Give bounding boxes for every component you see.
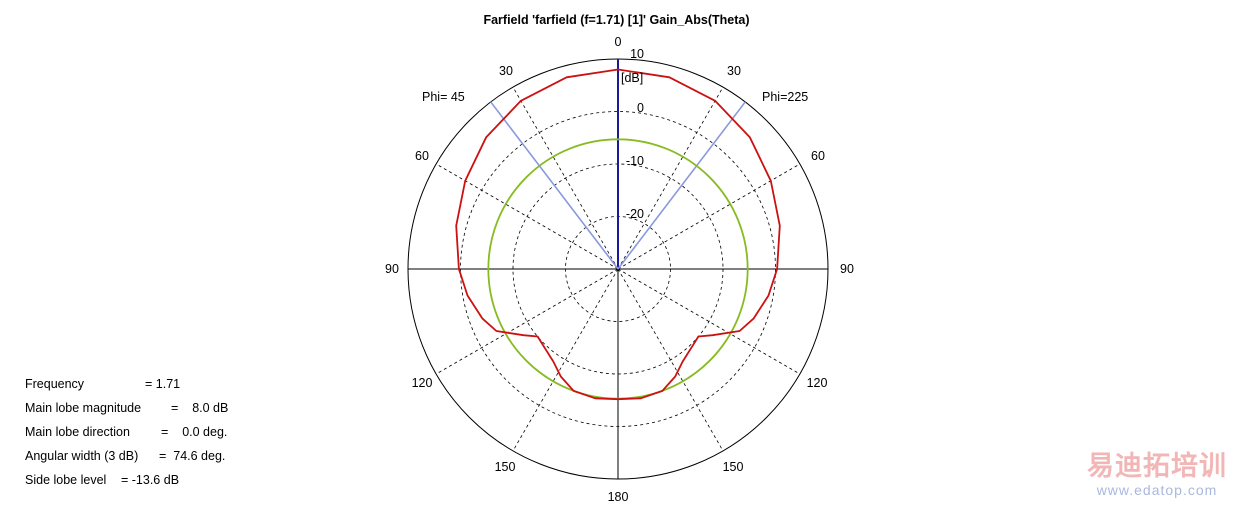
info-label: Main lobe magnitude — [25, 401, 142, 415]
grid-spoke — [512, 268, 619, 452]
info-panel: Frequency = 1.71 Main lobe magnitude = 8… — [25, 377, 228, 497]
phi-label-left: Phi= 45 — [422, 90, 465, 104]
angle-tick-label: 90 — [840, 262, 854, 276]
angle-tick-label: 90 — [385, 262, 399, 276]
info-value: = -13.6 dB — [121, 473, 180, 487]
grid-spoke — [512, 86, 619, 270]
beamwidth-line — [490, 101, 619, 270]
info-row-frequency: Frequency = 1.71 — [25, 377, 180, 401]
angle-tick-label: 0 — [615, 35, 622, 49]
info-row-side-lobe-level: Side lobe level = -13.6 dB — [25, 473, 179, 497]
chart-title: Farfield 'farfield (f=1.71) [1]' Gain_Ab… — [483, 13, 750, 27]
grid-spoke — [617, 86, 724, 270]
unit-label: [dB] — [621, 71, 643, 85]
radial-tick-label: -20 — [626, 207, 644, 221]
info-value: = 1.71 — [145, 377, 181, 391]
info-value: = 0.0 deg. — [161, 425, 228, 439]
info-label: Frequency — [25, 377, 85, 391]
info-label: Angular width (3 dB) — [25, 449, 139, 463]
angle-tick-label: 30 — [499, 64, 513, 78]
beamwidth-line — [617, 101, 746, 270]
grid-spoke — [435, 268, 619, 375]
angle-tick-label: 60 — [811, 149, 825, 163]
angle-tick-label: 120 — [412, 376, 433, 390]
info-label: Side lobe level — [25, 473, 107, 487]
grid-spoke — [617, 268, 801, 375]
info-value: = 74.6 deg. — [159, 449, 226, 463]
angle-tick-label: 30 — [727, 64, 741, 78]
radial-tick-label: -10 — [626, 154, 644, 168]
phi-label-right: Phi=225 — [762, 90, 808, 104]
angle-tick-label: 180 — [608, 490, 629, 504]
angle-tick-label: 150 — [723, 460, 744, 474]
watermark-cn: 易迪拓培训 — [1087, 451, 1227, 482]
watermark: 易迪拓培训 www.edatop.com — [1087, 451, 1227, 499]
info-row-main-lobe-magnitude: Main lobe magnitude = 8.0 dB — [25, 401, 228, 425]
info-row-main-lobe-direction: Main lobe direction = 0.0 deg. — [25, 425, 227, 449]
info-label: Main lobe direction — [25, 425, 130, 439]
watermark-url: www.edatop.com — [1096, 482, 1218, 498]
grid-spoke — [617, 163, 801, 270]
grid-spoke — [435, 163, 619, 270]
info-value: = 8.0 dB — [171, 401, 229, 415]
info-row-angular-width: Angular width (3 dB) = 74.6 deg. — [25, 449, 225, 473]
radial-tick-label: 10 — [630, 47, 644, 61]
polar-chart: 0 30 60 90 120 150 180 150 120 90 60 30 10 0 -10 -20 [dB… — [385, 35, 854, 504]
radial-tick-label: 0 — [637, 101, 644, 115]
angle-tick-label: 120 — [807, 376, 828, 390]
angle-tick-label: 60 — [415, 149, 429, 163]
angle-tick-label: 150 — [495, 460, 516, 474]
series-pattern-line — [455, 68, 781, 401]
grid-spoke — [617, 268, 724, 452]
